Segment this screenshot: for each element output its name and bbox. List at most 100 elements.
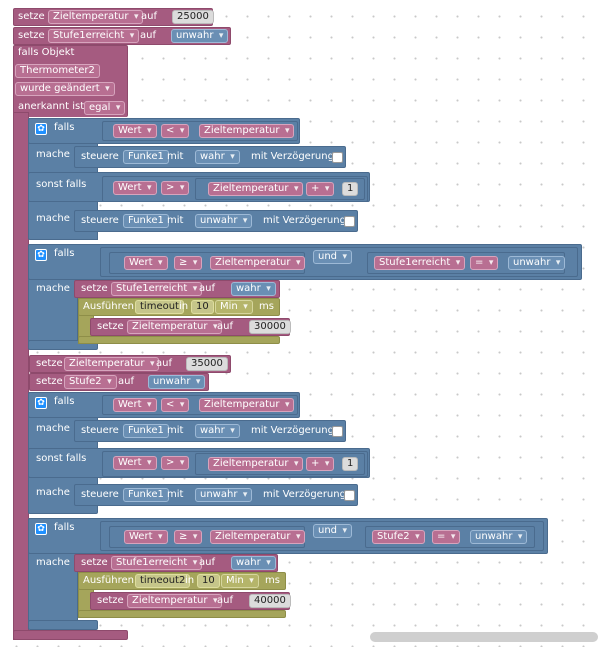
and-block[interactable]: Wert ≥ Zieltemperatur und Stufe1erreicht…	[100, 247, 578, 277]
var-dropdown-value[interactable]: Wert	[124, 256, 168, 270]
bool-dropdown-false[interactable]: unwahr	[171, 29, 229, 43]
device-field[interactable]: Funke1	[123, 214, 169, 228]
var-dropdown-target-temp[interactable]: Zieltemperatur	[127, 320, 223, 334]
operator-dropdown[interactable]: >	[161, 456, 190, 470]
var-dropdown-value[interactable]: Wert	[113, 124, 157, 138]
control-block[interactable]: steuere Funke1 mit wahr mit Verzögerung	[74, 420, 346, 442]
compare-block[interactable]: Wert < Zieltemperatur	[102, 395, 298, 415]
unit-dropdown[interactable]: Min	[221, 574, 259, 588]
compare-block[interactable]: Wert ≥ Zieltemperatur	[109, 526, 306, 548]
var-dropdown-stage1[interactable]: Stufe1erreicht	[111, 282, 203, 296]
var-dropdown-stage2[interactable]: Stufe2	[372, 530, 425, 544]
compare-block[interactable]: Stufe2 = unwahr	[365, 526, 535, 548]
var-dropdown-value[interactable]: Wert	[113, 181, 157, 195]
compare-block[interactable]: Wert < Zieltemperatur	[102, 121, 298, 141]
operator-dropdown[interactable]: <	[161, 398, 190, 412]
bool-dropdown-false[interactable]: unwahr	[508, 256, 566, 270]
operator-dropdown[interactable]: >	[161, 181, 190, 195]
set-block-stage1[interactable]: setze Stufe1erreicht auf wahr	[74, 280, 280, 298]
var-dropdown-target-temp[interactable]: Zieltemperatur	[199, 124, 295, 138]
bool-dropdown-true[interactable]: wahr	[231, 556, 276, 570]
trigger-type-dropdown[interactable]: wurde geändert	[15, 82, 115, 96]
var-dropdown-value[interactable]: Wert	[113, 398, 157, 412]
control-block[interactable]: steuere Funke1 mit unwahr mit Verzögerun…	[74, 484, 358, 506]
duration-field[interactable]: 10	[197, 574, 220, 588]
number-field[interactable]: 1	[342, 182, 359, 196]
unit-dropdown[interactable]: Min	[215, 300, 253, 314]
control-block[interactable]: steuere Funke1 mit unwahr mit Verzögerun…	[74, 210, 358, 232]
operator-dropdown[interactable]: =	[432, 530, 461, 544]
var-dropdown-target-temp[interactable]: Zieltemperatur	[127, 594, 223, 608]
compare-block[interactable]: Wert > Zieltemperatur + 1	[102, 451, 368, 477]
delay-checkbox[interactable]	[344, 490, 355, 501]
delay-checkbox[interactable]	[344, 216, 355, 227]
set-block-stage1[interactable]: setze Stufe1erreicht auf wahr	[74, 554, 278, 572]
operator-dropdown[interactable]: ≥	[174, 530, 203, 544]
compare-block[interactable]: Wert > Zieltemperatur + 1	[102, 176, 368, 202]
logic-operator-dropdown[interactable]: und	[313, 250, 353, 264]
duration-field[interactable]: 10	[191, 300, 214, 314]
var-dropdown-value[interactable]: Wert	[113, 456, 157, 470]
bool-dropdown-false[interactable]: unwahr	[195, 488, 253, 502]
math-operator-dropdown[interactable]: +	[306, 457, 335, 471]
gear-icon[interactable]: ✿	[35, 523, 47, 535]
compare-block[interactable]: Wert ≥ Zieltemperatur	[109, 252, 306, 274]
math-block[interactable]: Zieltemperatur + 1	[195, 453, 365, 475]
set-block-target-temp[interactable]: setze Zieltemperatur auf 35000	[29, 355, 231, 373]
set-block-target-temp[interactable]: setze Zieltemperatur auf 40000	[90, 592, 291, 610]
ack-dropdown[interactable]: egal	[84, 101, 126, 115]
bool-dropdown-false[interactable]: unwahr	[470, 530, 528, 544]
timeout-name-field[interactable]: timeout	[135, 300, 184, 314]
bool-dropdown-true[interactable]: wahr	[195, 150, 240, 164]
else-if-label: sonst falls	[36, 179, 87, 190]
delay-checkbox[interactable]	[332, 152, 343, 163]
operator-dropdown[interactable]: <	[161, 124, 190, 138]
device-field[interactable]: Funke1	[123, 488, 169, 502]
var-dropdown-target-temp[interactable]: Zieltemperatur	[210, 256, 306, 270]
var-dropdown-target-temp[interactable]: Zieltemperatur	[208, 182, 304, 196]
set-block-stage1[interactable]: setze Stufe1erreicht auf unwahr	[13, 27, 231, 45]
var-dropdown-target-temp[interactable]: Zieltemperatur	[208, 457, 304, 471]
var-dropdown-target-temp[interactable]: Zieltemperatur	[210, 530, 306, 544]
timeout-block[interactable]: Ausführen timeout2 in 10 Min ms	[78, 572, 286, 590]
bool-dropdown-false[interactable]: unwahr	[148, 375, 206, 389]
set-label: setze	[97, 321, 124, 332]
var-dropdown-target-temp[interactable]: Zieltemperatur	[64, 357, 160, 371]
math-block[interactable]: Zieltemperatur + 1	[195, 178, 365, 200]
horizontal-scrollbar[interactable]	[370, 632, 598, 642]
set-block-stage2[interactable]: setze Stufe2 auf unwahr	[29, 373, 209, 391]
math-operator-dropdown[interactable]: +	[306, 182, 335, 196]
var-dropdown-target-temp[interactable]: Zieltemperatur	[48, 10, 144, 24]
var-dropdown-stage2[interactable]: Stufe2	[64, 375, 117, 389]
operator-dropdown[interactable]: ≥	[174, 256, 203, 270]
compare-block[interactable]: Stufe1erreicht = unwahr	[367, 252, 566, 274]
gear-icon[interactable]: ✿	[35, 249, 47, 261]
value-field-40000[interactable]: 40000	[249, 594, 291, 608]
value-field-25000[interactable]: 25000	[172, 10, 214, 24]
device-field[interactable]: Funke1	[123, 424, 169, 438]
bool-dropdown-true[interactable]: wahr	[231, 282, 276, 296]
timeout-block[interactable]: Ausführen timeout in 10 Min ms	[78, 298, 280, 316]
set-block-target-temp[interactable]: setze Zieltemperatur auf 30000	[90, 318, 291, 336]
var-dropdown-target-temp[interactable]: Zieltemperatur	[199, 398, 295, 412]
value-field-30000[interactable]: 30000	[249, 320, 291, 334]
object-id-field[interactable]: Thermometer2	[15, 64, 100, 78]
bool-dropdown-false[interactable]: unwahr	[195, 214, 253, 228]
bool-dropdown-true[interactable]: wahr	[195, 424, 240, 438]
number-field[interactable]: 1	[342, 457, 359, 471]
var-dropdown-stage1[interactable]: Stufe1erreicht	[374, 256, 466, 270]
device-field[interactable]: Funke1	[123, 150, 169, 164]
var-dropdown-value[interactable]: Wert	[124, 530, 168, 544]
gear-icon[interactable]: ✿	[35, 123, 47, 135]
value-field-35000[interactable]: 35000	[186, 357, 228, 371]
var-dropdown-stage1[interactable]: Stufe1erreicht	[111, 556, 203, 570]
timeout-name-field[interactable]: timeout2	[135, 574, 191, 588]
var-dropdown-stage1[interactable]: Stufe1erreicht	[48, 29, 140, 43]
delay-checkbox[interactable]	[332, 426, 343, 437]
control-block[interactable]: steuere Funke1 mit wahr mit Verzögerung	[74, 146, 346, 168]
operator-dropdown[interactable]: =	[470, 256, 499, 270]
set-block-target-temp[interactable]: setze Zieltemperatur auf 25000	[13, 8, 214, 26]
logic-operator-dropdown[interactable]: und	[313, 524, 353, 538]
and-block[interactable]: Wert ≥ Zieltemperatur und Stufe2 = unwah…	[100, 521, 544, 551]
gear-icon[interactable]: ✿	[35, 397, 47, 409]
